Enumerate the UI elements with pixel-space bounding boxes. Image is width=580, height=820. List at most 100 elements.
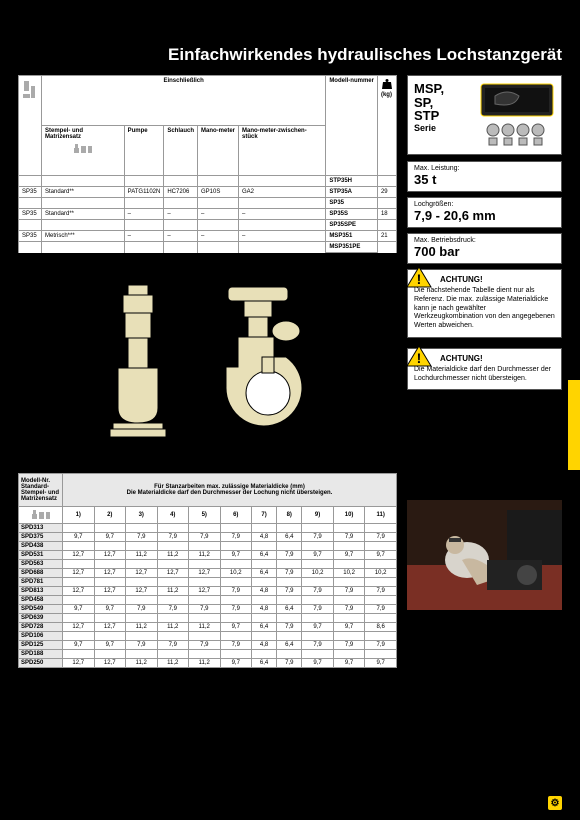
value-cell: 12,7 [94,623,126,632]
value-cell [365,524,397,533]
value-cell [157,596,189,605]
value-cell [277,560,302,569]
col-manozw: Mano-meter-zwischen-stück [239,126,326,176]
value-cell: 12,7 [63,551,95,560]
value-cell: 7,9 [126,641,158,650]
num-header: 9) [302,507,334,524]
value-cell: 7,9 [333,533,365,542]
value-cell [94,524,126,533]
value-cell: 6,4 [277,605,302,614]
value-cell: 7,9 [302,641,334,650]
value-cell [63,578,95,587]
content: Einschließlich Modell-nummer (kg) Stempe… [0,75,580,668]
value-cell: 4,8 [252,587,277,596]
value-cell [189,524,221,533]
value-cell [157,578,189,587]
spec-boxes: Max. Leistung:35 tLochgrößen:7,9 - 20,6 … [407,161,562,264]
value-cell [157,560,189,569]
value-cell [220,578,252,587]
value-cell [189,560,221,569]
table-cell [164,242,198,253]
table-cell [19,198,42,209]
table-cell: Standard** [42,187,125,198]
spec-value: 700 bar [414,244,555,259]
value-cell: 9,7 [333,659,365,668]
table-cell: PATG1102N [124,187,164,198]
value-cell: 7,9 [189,641,221,650]
table-cell [198,198,239,209]
diagram-front [208,283,318,443]
model-cell: SPD313 [19,524,63,533]
value-cell [277,614,302,623]
value-cell [189,650,221,659]
model-cell: SPD639 [19,614,63,623]
value-cell: 12,7 [63,659,95,668]
table-cell [164,198,198,209]
value-cell [157,650,189,659]
spec-box: Max. Leistung:35 t [407,161,562,192]
model-cell: SPD563 [19,560,63,569]
table-cell: MSP351 [326,231,378,242]
value-cell: 9,7 [220,659,252,668]
spec-label: Max. Leistung: [414,165,555,172]
value-cell: 9,7 [63,605,95,614]
table-cell [42,176,125,187]
table-cell [377,176,396,187]
workshop-photo [407,500,562,610]
value-cell [365,614,397,623]
value-cell [252,596,277,605]
table-cell [198,220,239,231]
value-cell [252,560,277,569]
value-cell [63,596,95,605]
value-cell [277,632,302,641]
svg-text:!: ! [417,271,422,287]
value-cell: 10,2 [333,569,365,578]
value-cell [220,650,252,659]
value-cell: 7,9 [189,605,221,614]
svg-text:!: ! [417,350,422,366]
table-cell [42,198,125,209]
value-cell: 9,7 [333,551,365,560]
num-header: 2) [94,507,126,524]
table-cell: – [164,231,198,242]
value-cell: 6,4 [252,659,277,668]
value-cell: 7,9 [157,641,189,650]
table-cell: 21 [377,231,396,242]
value-cell [94,614,126,623]
table-cell [19,242,42,253]
table-cell: – [239,231,326,242]
table-cell: 18 [377,209,396,220]
table-cell [239,176,326,187]
value-cell [63,632,95,641]
value-cell: 9,7 [220,623,252,632]
value-cell: 11,2 [157,623,189,632]
value-cell: 11,2 [126,623,158,632]
table-cell [124,176,164,187]
value-cell: 7,9 [365,533,397,542]
value-cell [302,596,334,605]
table-cell [164,220,198,231]
value-cell: 7,9 [302,605,334,614]
warning-text: Die nachstehende Tabelle dient nur als R… [414,287,555,331]
warning-heading: ACHTUNG! [440,275,555,285]
warning-boxes: ! ACHTUNG! Die nachstehende Tabelle dient … [407,269,562,390]
model-cell: SPD250 [19,659,63,668]
value-cell: 7,9 [365,641,397,650]
product-image [475,82,557,148]
value-cell [333,524,365,533]
value-cell [302,578,334,587]
value-cell [302,632,334,641]
value-cell: 7,9 [302,587,334,596]
value-cell: 7,9 [302,533,334,542]
value-cell [333,596,365,605]
value-cell: 12,7 [94,569,126,578]
value-cell: 7,9 [126,533,158,542]
value-cell: 7,9 [365,587,397,596]
model-cell: SPD531 [19,551,63,560]
table-cell: SP35 [326,198,378,209]
value-cell: 7,9 [277,623,302,632]
value-cell [365,632,397,641]
table-cell: MSP351PE [326,242,378,253]
value-cell: 11,2 [126,659,158,668]
value-cell [189,632,221,641]
